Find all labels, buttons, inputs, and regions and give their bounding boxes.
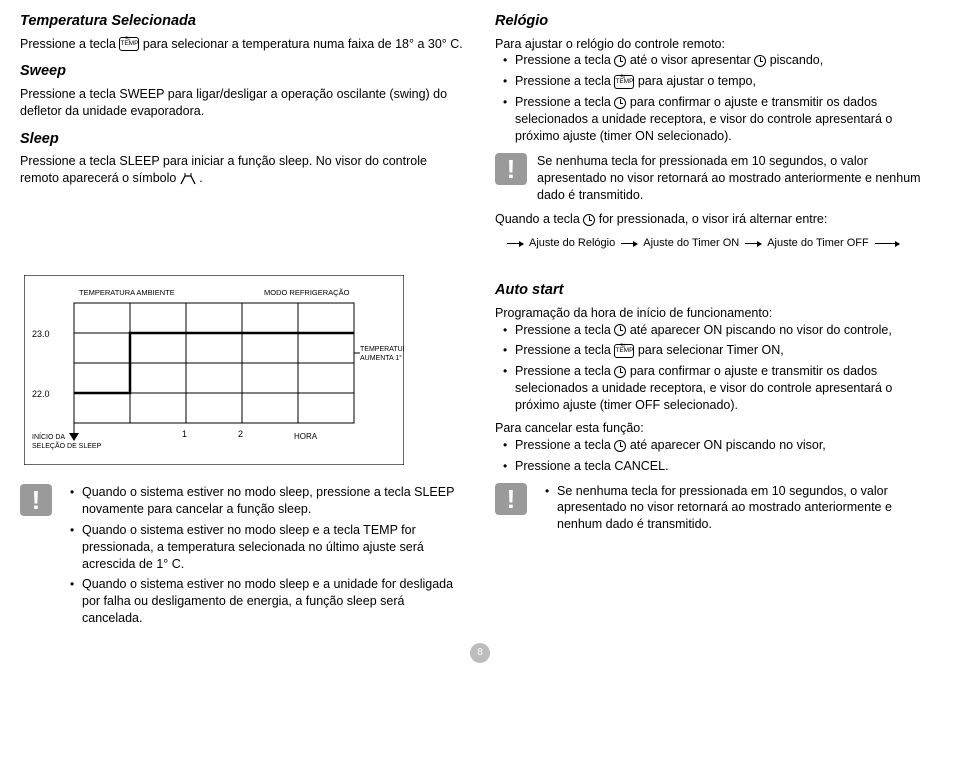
arrow-icon bbox=[875, 243, 899, 244]
temp-line-a: Pressione a tecla bbox=[20, 37, 119, 51]
relogio-list: Pressione a tecla até o visor apresentar… bbox=[503, 52, 940, 144]
text: Pressione a tecla bbox=[515, 95, 614, 109]
temp-icon: TEMP bbox=[614, 344, 634, 358]
left-column-2: 23.0 22.0 1 2 TEMPERATURA AMBIENTE MODO … bbox=[20, 265, 465, 639]
warn-list: Se nenhuma tecla for pressionada em 10 s… bbox=[545, 483, 940, 538]
text: Pressione a tecla bbox=[515, 74, 614, 88]
sweep-text: Pressione a tecla SWEEP para ligar/desli… bbox=[20, 86, 465, 120]
clock-icon bbox=[754, 55, 766, 67]
autostart-title: Auto start bbox=[495, 281, 940, 301]
text: Pressione a tecla bbox=[515, 364, 614, 378]
svg-text:23.0: 23.0 bbox=[32, 329, 50, 339]
warning-icon: ! bbox=[20, 484, 52, 516]
text: para ajustar o tempo, bbox=[638, 74, 756, 88]
page-number: 8 bbox=[470, 643, 490, 663]
clock-icon bbox=[614, 440, 626, 452]
text: Pressione a tecla bbox=[515, 53, 614, 67]
clock-icon bbox=[583, 214, 595, 226]
list-item: Pressione a tecla até o visor apresentar… bbox=[503, 52, 940, 69]
sleep-icon bbox=[180, 173, 196, 185]
left-column: Temperatura Selecionada Pressione a tecl… bbox=[20, 12, 465, 265]
svg-text:22.0: 22.0 bbox=[32, 389, 50, 399]
text: até o visor apresentar bbox=[630, 53, 754, 67]
list-item: Pressione a tecla para confirmar o ajust… bbox=[503, 94, 940, 145]
svg-text:1: 1 bbox=[182, 429, 187, 439]
flow-diagram: Ajuste do Relógio Ajuste do Timer ON Aju… bbox=[507, 236, 940, 251]
right-column-2: Auto start Programação da hora de início… bbox=[495, 265, 940, 639]
svg-text:MODO REFRIGERAÇÃO: MODO REFRIGERAÇÃO bbox=[264, 288, 350, 297]
relogio-title: Relógio bbox=[495, 12, 940, 32]
text: Pressione a tecla bbox=[515, 323, 614, 337]
arrow-icon bbox=[745, 243, 761, 244]
list-item: Quando o sistema estiver no modo sleep, … bbox=[70, 484, 465, 518]
temp-icon: TEMP bbox=[614, 75, 634, 89]
list-item: Pressione a tecla até aparecer ON piscan… bbox=[503, 322, 940, 339]
svg-text:2: 2 bbox=[238, 429, 243, 439]
list-item: Se nenhuma tecla for pressionada em 10 s… bbox=[545, 483, 940, 534]
right-column: Relógio Para ajustar o relógio do contro… bbox=[495, 12, 940, 265]
autostart-list: Pressione a tecla até aparecer ON piscan… bbox=[503, 322, 940, 414]
list-item: Quando o sistema estiver no modo sleep e… bbox=[70, 522, 465, 573]
clock-icon bbox=[614, 55, 626, 67]
list-item: Quando o sistema estiver no modo sleep e… bbox=[70, 576, 465, 627]
arrow-icon bbox=[507, 243, 523, 244]
list-item: Pressione a tecla TEMP para ajustar o te… bbox=[503, 73, 940, 90]
clock-icon bbox=[614, 97, 626, 109]
warning-box: ! Se nenhuma tecla for pressionada em 10… bbox=[495, 483, 940, 538]
temp-title: Temperatura Selecionada bbox=[20, 12, 465, 32]
temp-text: Pressione a tecla TEMP para selecionar a… bbox=[20, 36, 465, 53]
list-item: Pressione a tecla CANCEL. bbox=[503, 458, 940, 475]
text: até aparecer ON piscando no visor, bbox=[630, 438, 826, 452]
list-item: Pressione a tecla para confirmar o ajust… bbox=[503, 363, 940, 414]
sleep-chart: 23.0 22.0 1 2 TEMPERATURA AMBIENTE MODO … bbox=[24, 275, 404, 470]
svg-text:HORA: HORA bbox=[294, 432, 318, 441]
warning-box: ! Quando o sistema estiver no modo sleep… bbox=[20, 484, 465, 631]
text: para selecionar Timer ON, bbox=[638, 343, 784, 357]
text: for pressionada, o visor irá alternar en… bbox=[599, 212, 828, 226]
svg-text:SELEÇÃO DE SLEEP: SELEÇÃO DE SLEEP bbox=[32, 441, 102, 450]
warning-text: Se nenhuma tecla for pressionada em 10 s… bbox=[537, 153, 940, 204]
sleep-line-a: Pressione a tecla SLEEP para iniciar a f… bbox=[20, 154, 427, 185]
sleep-title: Sleep bbox=[20, 130, 465, 150]
text: até aparecer ON piscando no visor do con… bbox=[630, 323, 892, 337]
sleep-text: Pressione a tecla SLEEP para iniciar a f… bbox=[20, 153, 465, 187]
text: Pressione a tecla bbox=[515, 343, 614, 357]
text: Quando a tecla bbox=[495, 212, 583, 226]
clock-icon bbox=[614, 324, 626, 336]
svg-text:INÍCIO DA: INÍCIO DA bbox=[32, 432, 65, 441]
warning-box: ! Se nenhuma tecla for pressionada em 10… bbox=[495, 153, 940, 204]
top-columns: Temperatura Selecionada Pressione a tecl… bbox=[20, 12, 940, 265]
clock-icon bbox=[614, 366, 626, 378]
flow-a: Ajuste do Relógio bbox=[529, 236, 615, 251]
flow-c: Ajuste do Timer OFF bbox=[767, 236, 868, 251]
cancel-list: Pressione a tecla até aparecer ON piscan… bbox=[503, 437, 940, 475]
warning-icon: ! bbox=[495, 153, 527, 185]
arrow-icon bbox=[621, 243, 637, 244]
text: Pressione a tecla bbox=[515, 438, 614, 452]
svg-text:TEMPERATURA AMBIENTE: TEMPERATURA AMBIENTE bbox=[79, 288, 175, 297]
alternate-text: Quando a tecla for pressionada, o visor … bbox=[495, 211, 940, 228]
list-item: Pressione a tecla até aparecer ON piscan… bbox=[503, 437, 940, 454]
temp-icon: TEMP bbox=[119, 37, 139, 51]
warning-icon: ! bbox=[495, 483, 527, 515]
svg-text:AUMENTA 1°: AUMENTA 1° bbox=[360, 354, 402, 362]
svg-text:TEMPERATURA: TEMPERATURA bbox=[360, 346, 404, 353]
flow-b: Ajuste do Timer ON bbox=[643, 236, 739, 251]
autostart-intro: Programação da hora de início de funcion… bbox=[495, 305, 940, 322]
sleep-line-b: . bbox=[199, 171, 202, 185]
list-item: Pressione a tecla TEMP para selecionar T… bbox=[503, 342, 940, 359]
temp-line-b: para selecionar a temperatura numa faixa… bbox=[143, 37, 463, 51]
warn-list: Quando o sistema estiver no modo sleep, … bbox=[70, 484, 465, 631]
text: piscando, bbox=[770, 53, 824, 67]
bottom-columns: 23.0 22.0 1 2 TEMPERATURA AMBIENTE MODO … bbox=[20, 265, 940, 639]
sweep-title: Sweep bbox=[20, 62, 465, 82]
relogio-intro: Para ajustar o relógio do controle remot… bbox=[495, 36, 940, 53]
cancel-intro: Para cancelar esta função: bbox=[495, 420, 940, 437]
